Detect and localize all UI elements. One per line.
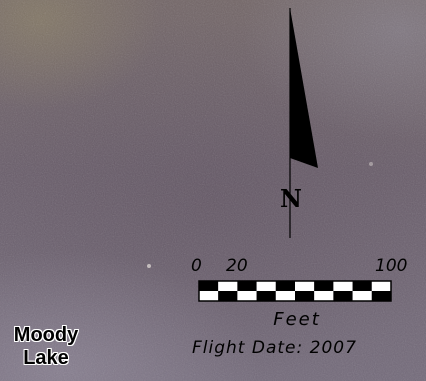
scale-bar-segment	[256, 281, 276, 291]
bright-speck	[369, 162, 373, 166]
flight-date-label: Flight Date: 2007	[192, 338, 357, 358]
place-label-moody-lake: Moody Lake	[8, 324, 84, 370]
place-label-line: Moody	[13, 324, 79, 346]
scale-bar-segment	[275, 291, 295, 301]
scale-bar-segment	[314, 281, 334, 291]
scale-bar-segment	[218, 281, 238, 291]
scale-bar-segment	[295, 281, 315, 291]
scale-bar	[198, 280, 392, 302]
scale-bar-segment	[275, 281, 295, 291]
scale-bar-segment	[333, 291, 353, 301]
scale-bar-frame	[198, 280, 392, 302]
scale-label-end: 100	[375, 256, 408, 276]
scale-bar-segment	[218, 291, 238, 301]
scale-bar-segment	[199, 291, 219, 301]
scale-bar-segment	[352, 281, 372, 291]
scale-bar-segment	[237, 281, 257, 291]
scale-bar-segment	[333, 281, 353, 291]
scale-label-mid: 20	[226, 256, 248, 276]
scale-bar-segment	[256, 291, 276, 301]
scale-bar-segment	[314, 291, 334, 301]
scale-bar-segment	[352, 291, 372, 301]
scale-bar-segment	[371, 291, 391, 301]
scale-bar-segment	[371, 281, 391, 291]
scale-bar-segment	[295, 291, 315, 301]
place-label-line: Lake	[23, 347, 69, 369]
bright-speck	[147, 264, 151, 268]
scale-units-label: Feet	[273, 309, 321, 330]
north-label: N	[280, 184, 302, 213]
scale-bar-segment	[237, 291, 257, 301]
scale-bar-segment	[199, 281, 219, 291]
scale-label-start: 0	[191, 256, 202, 276]
